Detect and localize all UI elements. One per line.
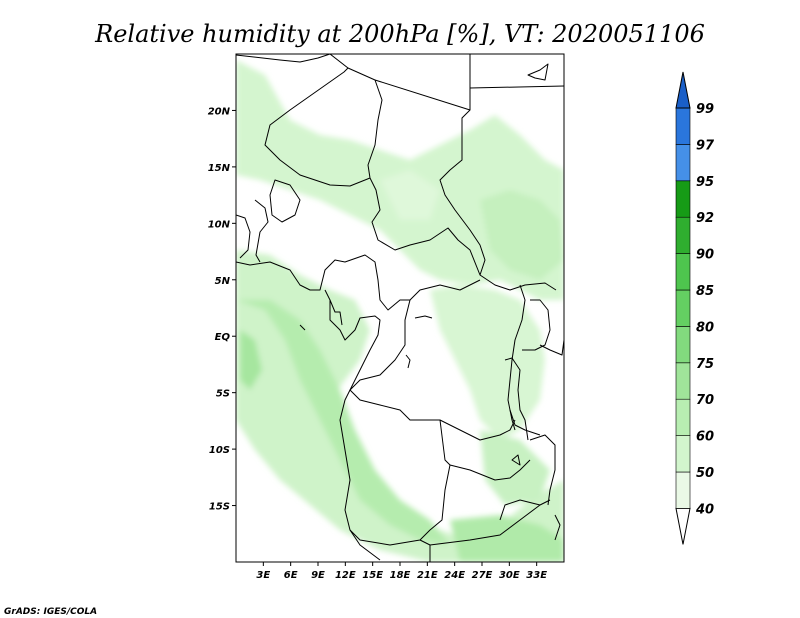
y-tick-label: 20N [208,106,231,117]
colorbar-swatch [675,326,691,364]
y-tick-label: 15N [208,163,231,174]
colorbar-swatch [675,180,691,218]
colorbar-swatch [675,398,691,436]
colorbar-level-label: 75 [696,357,714,372]
colorbar-swatch [675,144,691,182]
grads-credit: GrADS: IGES/COLA [4,607,97,617]
y-tick-label: EQ [215,332,231,343]
x-tick-label: 6E [284,570,298,581]
y-tick-label: 5N [215,276,231,287]
colorbar-swatch [675,253,691,291]
colorbar-level-label: 92 [696,211,714,226]
latitude-axis: 20N 15N 10N 5N EQ 5S 10S 15S [208,106,236,513]
x-tick-label: 18E [390,570,411,581]
map-title: Relative humidity at 200hPa [%], VT: 202… [94,20,705,48]
colorbar-swatch [675,107,691,145]
y-tick-label: 15S [209,502,230,513]
colorbar-lower-triangle [675,507,691,545]
y-tick-label: 10S [209,445,230,456]
colorbar-level-label: 60 [696,430,714,445]
colorbar-swatch [675,289,691,327]
colorbar-level-label: 99 [696,102,714,117]
colorbar-level-label: 40 [695,502,714,517]
colorbar-level-label: 50 [696,466,714,481]
colorbar-level-label: 85 [696,284,714,299]
x-tick-label: 12E [335,570,356,581]
x-tick-label: 24E [444,570,465,581]
x-tick-label: 27E [472,570,493,581]
x-tick-label: 3E [256,570,270,581]
colorbar-swatch [675,362,691,400]
colorbar-swatch [675,216,691,254]
x-tick-label: 33E [526,570,547,581]
country-borders [236,54,564,562]
colorbar-level-label: 90 [696,248,714,263]
colorbar-swatch [675,471,691,509]
colorbar-level-label: 80 [696,320,714,335]
colorbar-upper-triangle [675,71,691,109]
y-tick-label: 10N [208,219,231,230]
colorbar-level-label: 97 [696,138,715,153]
x-tick-label: 9E [311,570,325,581]
y-tick-label: 5S [216,389,230,400]
colorbar: 40 50 60 70 75 80 85 90 92 95 97 99 [675,71,715,545]
x-tick-label: 15E [362,570,383,581]
colorbar-level-label: 70 [696,393,714,408]
longitude-axis: 3E 6E 9E 12E 15E 18E 21E 24E 27E 30E 33E [256,562,547,581]
colorbar-level-label: 95 [696,175,714,190]
humidity-shading [236,54,564,562]
colorbar-swatch [675,435,691,473]
x-tick-label: 30E [499,570,520,581]
x-tick-label: 21E [417,570,438,581]
